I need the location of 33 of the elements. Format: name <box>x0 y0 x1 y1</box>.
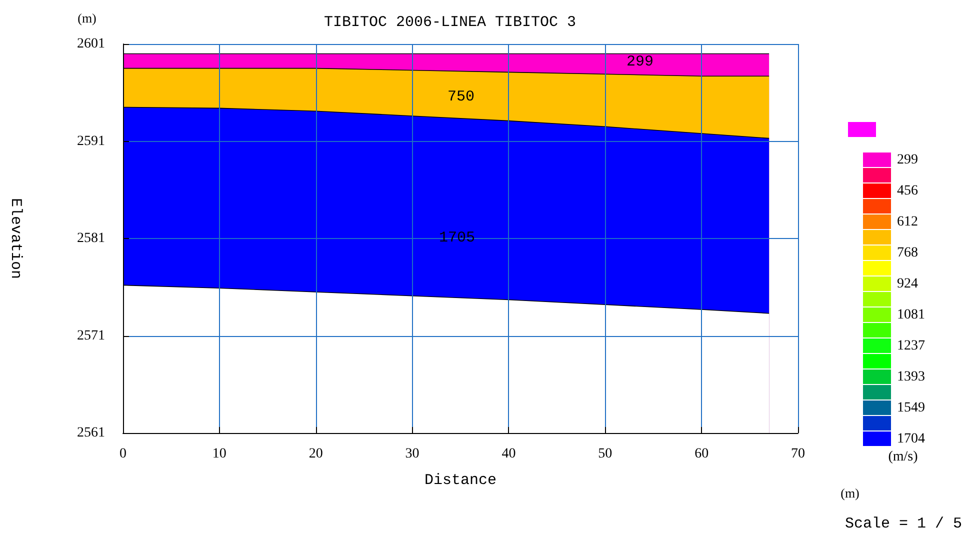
x-tick-label: 0 <box>120 446 126 462</box>
x-tick-label: 50 <box>598 446 612 462</box>
color-bar-label: 1393 <box>897 369 925 384</box>
color-bar-title: (m/s) <box>888 450 918 464</box>
color-bar-label: 768 <box>897 245 918 260</box>
y-tick-label: 2561 <box>77 426 105 440</box>
x-tick-label: 10 <box>212 446 226 462</box>
color-bar-label: 299 <box>897 152 918 168</box>
annotation: 299 <box>626 54 654 70</box>
color-bar-label: 1081 <box>897 307 925 322</box>
y-tick-label: 2601 <box>77 36 105 52</box>
x-tick-label: 20 <box>308 446 323 462</box>
chart-title: TIBITOC 2006-LINEA TIBITOC 3 <box>324 14 576 31</box>
y-axis-title: Elevation <box>7 198 24 280</box>
x-tick-label: 60 <box>694 446 709 462</box>
x-tick-label: 70 <box>791 446 805 462</box>
color-bar-label: 612 <box>897 214 918 230</box>
text: (m) <box>840 486 860 500</box>
y-tick-label: 2581 <box>77 231 105 246</box>
annotation: 1705 <box>438 230 476 246</box>
annotation: 750 <box>447 88 475 106</box>
text: Scale = 1 / 5 <box>844 516 962 532</box>
y-tick-label: 2571 <box>77 328 105 344</box>
y-tick-label: 2591 <box>77 134 105 149</box>
color-bar-label: 1704 <box>897 431 925 446</box>
color-bar-label: 1237 <box>897 338 925 354</box>
x-tick-label: 40 <box>502 446 516 462</box>
x-axis-title: Distance <box>424 472 497 489</box>
color-bar-label: 924 <box>897 276 918 292</box>
text: (m) <box>78 10 96 26</box>
color-bar-label: 1549 <box>897 400 925 416</box>
color-bar-label: 456 <box>897 183 918 198</box>
x-tick-label: 30 <box>405 446 420 462</box>
